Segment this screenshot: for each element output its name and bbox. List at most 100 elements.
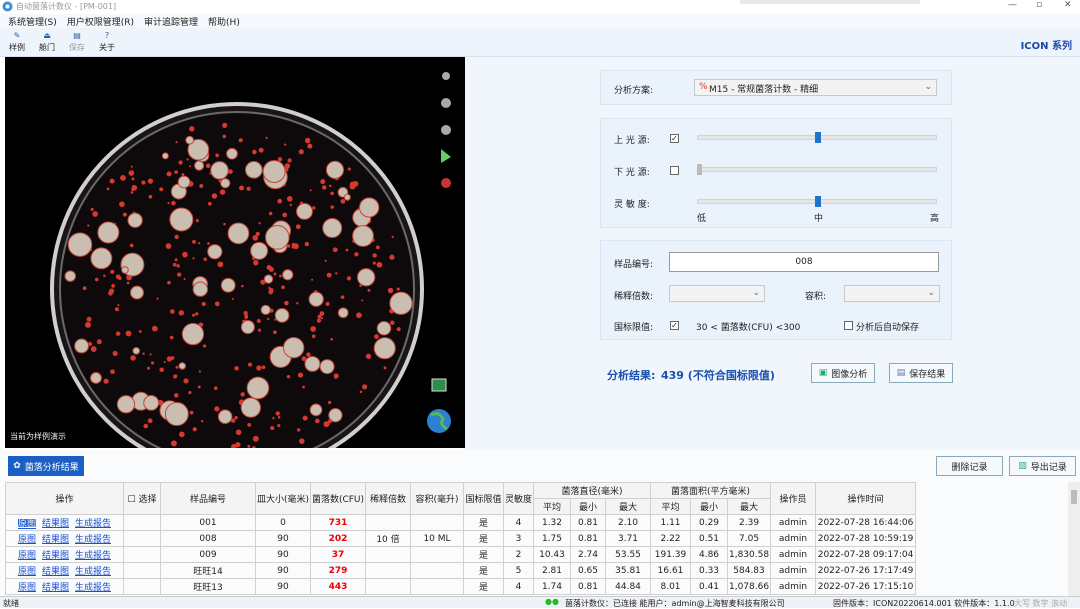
colony-dot: [108, 290, 113, 296]
lower-light-thumb[interactable]: [697, 164, 702, 175]
column-subheader: 最小: [570, 498, 606, 515]
limit-checkbox[interactable]: ✓: [670, 321, 679, 330]
tool-icon[interactable]: [441, 149, 451, 163]
row-action-link[interactable]: 原图: [17, 535, 36, 545]
colony-dot: [192, 239, 196, 244]
tool-icon[interactable]: [442, 72, 450, 80]
colony: [220, 277, 236, 293]
row-action-link[interactable]: 生成报告: [75, 535, 112, 545]
toolbar-button[interactable]: ▤ 保存: [64, 31, 90, 53]
row-action-link[interactable]: 原图: [17, 567, 36, 577]
menu-item[interactable]: 帮助(H): [208, 17, 240, 28]
colony-dot: [234, 366, 239, 371]
row-action-link[interactable]: 原图: [17, 551, 36, 561]
row-action-link[interactable]: 原图: [17, 583, 36, 593]
button-label: 图像分析: [831, 369, 868, 380]
analyze-button[interactable]: ▣ 图像分析: [811, 363, 875, 383]
row-action-link[interactable]: 结果图: [41, 535, 69, 545]
table-row[interactable]: 原图 结果图 生成报告 008 90 202 10 倍 10 ML 是 3 1.75 0.81 3.71…: [5, 530, 917, 547]
scheme-select[interactable]: % M15 - 常规菌落计数 - 精细 ⌄: [694, 79, 937, 96]
menu-item[interactable]: 系统管理(S): [8, 17, 57, 28]
auto-save-checkbox[interactable]: [844, 321, 853, 330]
table-cell: 1.11: [650, 514, 692, 531]
table-cell: 1,830.58: [727, 546, 772, 563]
tool-icon[interactable]: [431, 378, 447, 392]
toolbar-button[interactable]: ✎ 样例: [4, 31, 30, 53]
colony-dot: [359, 284, 362, 288]
table-row[interactable]: 原图 结果图 生成报告 旺旺14 90 279 是 5 2.81 0.65 35.81 16.61 0.…: [5, 562, 917, 579]
colony-dot: [151, 325, 158, 332]
scheme-label: 分析方案:: [614, 86, 654, 96]
table-cell: 16.61: [650, 562, 692, 579]
colony-dot: [304, 137, 311, 144]
maximize-button[interactable]: ▫: [1036, 0, 1043, 10]
sample-input[interactable]: 008: [669, 252, 939, 272]
close-button[interactable]: ✕: [1064, 0, 1072, 10]
colony-dot: [86, 316, 92, 322]
colony-dot: [396, 327, 401, 332]
row-action-link[interactable]: 结果图: [41, 583, 69, 593]
table-row[interactable]: 原图 结果图 生成报告 旺旺13 90 443 是 4 1.74 0.81 44.84 8.01 0.4…: [5, 578, 917, 595]
table-cell: 90: [255, 530, 311, 547]
row-action-link[interactable]: 生成报告: [75, 519, 112, 529]
results-tab-button[interactable]: ✿ 菌落分析结果: [8, 456, 84, 476]
lower-light-slider[interactable]: [697, 167, 937, 172]
colony-dot: [238, 138, 243, 143]
globe-icon[interactable]: [427, 409, 451, 433]
menu-item[interactable]: 审计追踪管理: [144, 17, 199, 28]
colony-dot: [286, 196, 293, 202]
column-header: 操作: [5, 482, 124, 515]
volume-select[interactable]: ⌄: [844, 285, 940, 302]
dilution-select[interactable]: ⌄: [669, 285, 765, 302]
colony: [282, 336, 305, 359]
toolbar-button[interactable]: ? 关于: [94, 31, 120, 53]
table-cell: 35.81: [604, 562, 652, 579]
colony-dot: [301, 356, 307, 362]
tool-icon[interactable]: [441, 98, 451, 108]
lower-light-checkbox[interactable]: [670, 166, 679, 175]
colony-dot: [103, 274, 106, 278]
table-cell: 279: [310, 562, 366, 579]
colony-dot: [183, 277, 186, 281]
colony: [343, 193, 351, 201]
row-action-link[interactable]: 生成报告: [75, 551, 112, 561]
tool-icon[interactable]: [441, 178, 451, 188]
menu-item[interactable]: 用户权限管理(R): [66, 17, 135, 28]
save-result-button[interactable]: ▤ 保存结果: [889, 363, 953, 383]
colony-dot: [383, 366, 387, 370]
tool-icon[interactable]: [441, 125, 451, 135]
minimize-button[interactable]: —: [1008, 0, 1017, 10]
delete-button[interactable]: 删除记录: [936, 456, 1003, 476]
colony-dot: [321, 185, 327, 190]
toolbar-button[interactable]: ⏏ 舱门: [34, 31, 60, 53]
scrollbar[interactable]: [1068, 482, 1080, 596]
colony-dot: [132, 185, 135, 188]
upper-light-thumb[interactable]: [815, 132, 821, 143]
table-row[interactable]: 原图 结果图 生成报告 001 0 731 是 4 1.32 0.81 2.10 1.11 0.29 2.…: [5, 514, 917, 531]
scroll-thumb[interactable]: [1071, 490, 1077, 504]
button-label: 保存结果: [909, 369, 946, 380]
table-row[interactable]: 原图 结果图 生成报告 009 90 37 是 2 10.43 2.74 53.55 191.39 4.…: [5, 546, 917, 563]
column-header: 菌落数(CFU): [310, 482, 366, 515]
colony-dot: [241, 284, 244, 288]
upper-light-checkbox[interactable]: ✓: [670, 134, 679, 143]
colony-dot: [311, 278, 314, 281]
colony-dot: [195, 312, 199, 316]
row-action-link[interactable]: 结果图: [41, 519, 69, 529]
toolbar-icon: ✎: [13, 31, 21, 40]
export-button[interactable]: ▧ 导出记录: [1009, 456, 1076, 476]
row-action-link[interactable]: 生成报告: [75, 583, 112, 593]
actions-cell: 原图 结果图 生成报告: [5, 530, 124, 547]
table-cell: 是: [463, 562, 504, 579]
row-action-link[interactable]: 结果图: [41, 567, 69, 577]
row-action-link[interactable]: 生成报告: [75, 567, 112, 577]
status-bar: 就绪 ●● 菌落计数仪：已连接 能用户：admin@上海智麦科技有限公司 固件版…: [0, 596, 1080, 608]
row-action-link[interactable]: 原图: [17, 519, 36, 529]
row-action-link[interactable]: 结果图: [41, 551, 69, 561]
colony-dot: [109, 178, 115, 184]
colony-dot: [207, 201, 212, 206]
table-cell: 0.81: [570, 514, 606, 531]
sensitivity-thumb[interactable]: [815, 196, 821, 207]
table-cell: admin: [770, 578, 817, 595]
colony-dot: [268, 266, 274, 272]
